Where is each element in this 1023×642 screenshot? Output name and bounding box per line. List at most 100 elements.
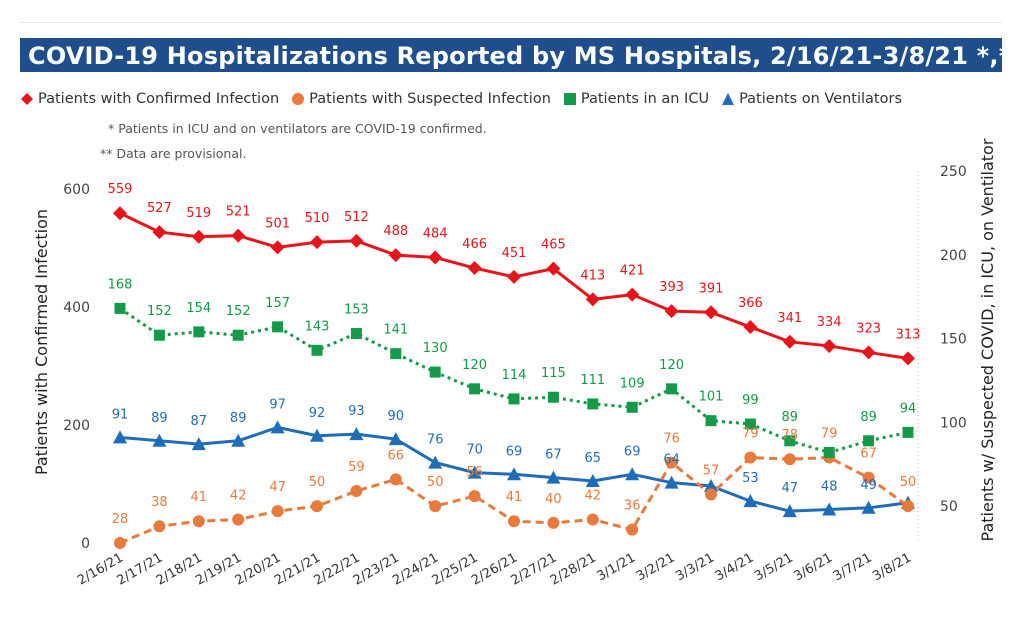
data-label-icu: 99 <box>742 393 759 408</box>
data-label-suspected: 79 <box>821 427 838 442</box>
data-label-suspected: 47 <box>269 480 286 495</box>
y-left-axis-title: Patients with Confirmed Infection <box>32 209 51 475</box>
data-label-icu: 141 <box>383 323 408 338</box>
data-label-confirmed: 559 <box>108 182 133 197</box>
data-label-confirmed: 501 <box>265 216 290 231</box>
data-point-ventilators <box>625 467 640 481</box>
data-point-confirmed <box>861 345 876 360</box>
data-point-icu <box>666 383 678 395</box>
title-bar: COVID-19 Hospitalizations Reported by MS… <box>20 38 1023 72</box>
legend-label: Patients with Suspected Infection <box>309 91 551 107</box>
data-label-suspected: 56 <box>466 465 483 480</box>
data-point-confirmed <box>625 287 640 302</box>
data-point-suspected <box>902 500 914 513</box>
data-point-confirmed <box>152 225 167 240</box>
data-point-confirmed <box>901 351 915 366</box>
data-point-suspected <box>114 537 126 549</box>
data-point-ventilators <box>113 430 127 444</box>
data-point-ventilators <box>743 494 758 508</box>
data-label-icu: 101 <box>699 390 724 405</box>
data-point-icu <box>744 418 756 430</box>
x-tick-label: 3/2/21 <box>634 550 678 584</box>
data-point-icu <box>626 401 638 413</box>
data-label-icu: 120 <box>659 358 684 373</box>
data-point-ventilators <box>191 437 206 451</box>
data-point-ventilators <box>585 474 600 487</box>
data-label-confirmed: 512 <box>344 210 369 225</box>
data-point-suspected <box>271 505 284 518</box>
y-right-tick-label: 200 <box>940 248 967 264</box>
data-label-suspected: 42 <box>230 489 247 504</box>
data-point-icu <box>705 415 717 427</box>
data-point-confirmed <box>585 292 600 307</box>
data-label-confirmed: 488 <box>383 224 408 239</box>
data-label-ventilators: 93 <box>348 404 365 419</box>
data-point-ventilators <box>270 420 285 434</box>
data-point-ventilators <box>349 427 364 441</box>
data-label-icu: 154 <box>186 301 211 316</box>
data-label-suspected: 59 <box>348 460 365 475</box>
data-label-confirmed: 484 <box>423 226 448 241</box>
data-label-ventilators: 90 <box>388 409 405 424</box>
data-point-icu <box>311 344 323 356</box>
data-point-ventilators <box>467 465 482 479</box>
data-point-icu <box>390 348 402 360</box>
data-point-confirmed <box>231 228 246 243</box>
data-label-confirmed: 465 <box>541 238 566 253</box>
x-tick-label: 3/6/21 <box>791 550 835 584</box>
data-point-ventilators <box>861 500 876 514</box>
footnote-icu-ventilators: * Patients in ICU and on ventilators are… <box>108 121 487 136</box>
data-point-icu <box>350 328 362 340</box>
data-label-confirmed: 451 <box>502 246 527 261</box>
data-point-suspected <box>153 520 166 533</box>
data-label-suspected: 76 <box>663 432 680 447</box>
data-point-suspected <box>468 490 481 503</box>
data-point-ventilators <box>388 432 403 446</box>
data-point-confirmed <box>743 320 758 335</box>
data-point-icu <box>823 447 835 459</box>
data-point-confirmed <box>782 334 797 349</box>
data-label-ventilators: 69 <box>506 444 523 459</box>
data-label-suspected: 28 <box>112 512 129 527</box>
top-divider <box>20 22 1002 23</box>
x-tick-label: 3/1/21 <box>594 550 638 584</box>
data-label-icu: 168 <box>108 277 133 292</box>
data-point-icu <box>429 366 441 378</box>
data-label-icu: 152 <box>226 304 251 319</box>
data-label-icu: 157 <box>265 296 290 311</box>
data-label-icu: 94 <box>900 401 917 416</box>
data-point-icu <box>114 302 126 314</box>
y-right-axis-title: Patients w/ Suspected COVID, in ICU, on … <box>978 138 997 541</box>
data-label-suspected: 41 <box>506 490 523 505</box>
data-label-suspected: 36 <box>624 499 641 514</box>
y-left-tick-label: 600 <box>63 182 90 198</box>
data-point-confirmed <box>428 250 443 265</box>
data-point-ventilators <box>152 433 167 447</box>
x-tick-label: 2/28/21 <box>548 550 599 588</box>
data-label-confirmed: 393 <box>659 280 684 295</box>
y-left-tick-label: 0 <box>81 536 90 552</box>
data-label-ventilators: 69 <box>624 444 641 459</box>
data-point-ventilators <box>822 502 837 516</box>
data-point-confirmed <box>822 338 837 353</box>
circle-icon <box>292 93 305 105</box>
data-point-ventilators <box>310 428 324 442</box>
data-label-icu: 115 <box>541 366 566 381</box>
data-label-icu: 152 <box>147 304 172 319</box>
y-right-tick-label: 250 <box>940 164 967 180</box>
data-point-suspected <box>311 500 323 513</box>
data-label-confirmed: 366 <box>738 296 763 311</box>
data-label-suspected: 40 <box>545 492 562 507</box>
chart-legend: Patients with Confirmed Infection Patien… <box>20 88 914 110</box>
data-point-ventilators <box>664 475 679 489</box>
data-point-confirmed <box>310 235 324 250</box>
data-point-suspected <box>508 515 520 528</box>
legend-label: Patients on Ventilators <box>739 91 903 107</box>
y-right-tick-label: 50 <box>940 499 958 515</box>
data-point-confirmed <box>546 261 561 276</box>
data-point-suspected <box>547 516 560 529</box>
data-point-icu <box>902 426 914 438</box>
x-tick-label: 3/8/21 <box>870 550 914 584</box>
data-point-confirmed <box>507 269 521 284</box>
data-label-suspected: 41 <box>191 490 208 505</box>
